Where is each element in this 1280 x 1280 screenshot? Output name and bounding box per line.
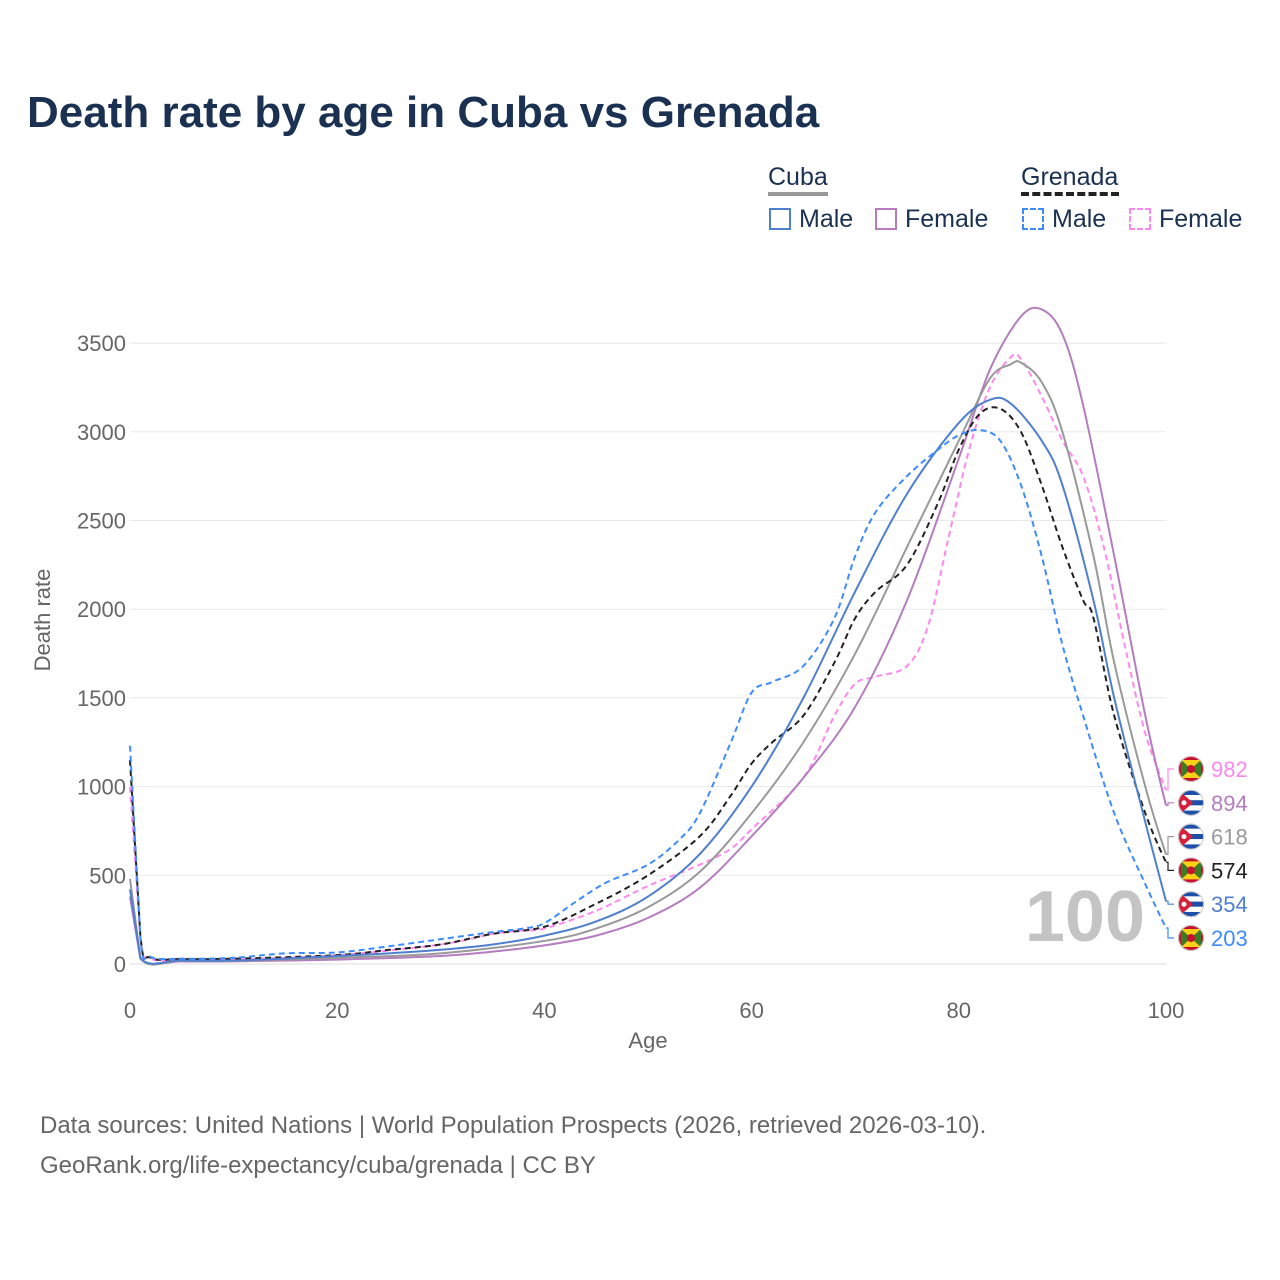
end-label-grenada-total: 574: [1211, 858, 1248, 883]
flag-stripe: [1178, 805, 1204, 811]
legend-cuba-male[interactable]: Male: [799, 205, 854, 233]
x-axis-label: Age: [628, 1028, 667, 1053]
y-tick-label: 3500: [77, 331, 126, 356]
flag-center: [1187, 866, 1195, 875]
flag-green: [1191, 929, 1201, 947]
series-line-cuba-male[interactable]: [129, 396, 1167, 965]
end-label-leader: [1166, 927, 1174, 939]
flag-outline: [1178, 756, 1204, 782]
x-tick-label: 100: [1148, 998, 1185, 1023]
end-label-grenada-male: 203: [1211, 926, 1248, 951]
flag-stripe: [1178, 906, 1204, 912]
end-label-leader: [1166, 835, 1174, 855]
legend-group-grenada: Grenada: [1021, 163, 1119, 191]
legend-cuba-line: [768, 192, 828, 196]
legend-grenada-female-swatch: [1129, 208, 1151, 230]
x-tick-label: 0: [124, 998, 136, 1023]
flag-stripe: [1178, 844, 1204, 850]
flag-green: [1181, 929, 1191, 947]
flag-yellow: [1181, 938, 1201, 947]
end-label-cuba-total: 618: [1211, 825, 1248, 850]
series-line-grenada-female[interactable]: [129, 352, 1167, 962]
end-label-leader: [1166, 768, 1174, 791]
flag-star: [1181, 834, 1187, 840]
source-note: Data sources: United Nations | World Pop…: [40, 1106, 986, 1186]
end-label-cuba-female: 894: [1211, 791, 1248, 816]
flag-stripe: [1178, 789, 1204, 795]
flag-green: [1191, 760, 1201, 778]
y-tick-label: 2500: [77, 509, 126, 534]
x-tick-label: 60: [739, 998, 763, 1023]
flag-green: [1181, 760, 1191, 778]
flag-stripe: [1178, 810, 1204, 816]
series-line-grenada-male[interactable]: [129, 428, 1167, 961]
legend-grenada-male[interactable]: Male: [1052, 205, 1107, 233]
y-tick-label: 3000: [77, 420, 126, 445]
y-tick-label: 1500: [77, 686, 126, 711]
flag-stripe: [1178, 823, 1204, 829]
flag-center: [1187, 934, 1195, 942]
flag-green: [1191, 861, 1201, 880]
flag-green: [1181, 861, 1191, 880]
flag-stripe: [1178, 896, 1204, 902]
page-title: Death rate by age in Cuba vs Grenada: [27, 88, 820, 137]
legend-group-cuba: Cuba: [768, 163, 828, 191]
source-link[interactable]: GeoRank.org/life-expectancy/cuba/grenada…: [40, 1152, 596, 1179]
end-label-leader: [1166, 802, 1174, 807]
flag-yellow: [1181, 769, 1201, 778]
cuba-flag-icon: [1178, 789, 1204, 816]
series-line-cuba-total[interactable]: [129, 360, 1167, 966]
flag-stripe: [1178, 839, 1204, 845]
flag-center: [1187, 765, 1195, 773]
flag-yellow: [1181, 861, 1201, 871]
flag-outline: [1178, 891, 1204, 918]
flag-outline: [1178, 789, 1204, 816]
flag-yellow: [1181, 760, 1201, 769]
flag-yellow: [1181, 929, 1201, 938]
y-tick-label: 0: [114, 952, 126, 977]
flag-stripe: [1178, 795, 1204, 801]
x-tick-label: 80: [947, 998, 971, 1023]
y-tick-label: 500: [89, 863, 126, 888]
end-label-leader: [1166, 900, 1174, 905]
age-watermark: 100: [1025, 877, 1145, 957]
end-label-grenada-female: 982: [1211, 757, 1248, 782]
flag-outline: [1178, 925, 1204, 951]
cuba-flag-icon: [1178, 823, 1204, 850]
legend-cuba-female[interactable]: Female: [905, 205, 989, 233]
series-line-cuba-female[interactable]: [129, 306, 1167, 966]
flag-stripe: [1178, 912, 1204, 918]
flag-outline: [1178, 857, 1204, 884]
series-line-grenada-total[interactable]: [129, 406, 1167, 961]
y-tick-label: 1000: [77, 775, 126, 800]
flag-star: [1181, 901, 1187, 907]
legend-grenada-line: [1021, 192, 1119, 196]
legend-cuba-male-swatch: [769, 208, 791, 230]
flag-outline: [1178, 823, 1204, 850]
y-tick-label: 2000: [77, 597, 126, 622]
flag-star: [1181, 800, 1187, 806]
legend-grenada-male-swatch: [1022, 208, 1044, 230]
legend-grenada-female[interactable]: Female: [1159, 205, 1243, 233]
x-tick-label: 40: [532, 998, 556, 1023]
flag-stripe: [1178, 891, 1204, 897]
x-tick-label: 20: [325, 998, 349, 1023]
flag-yellow: [1181, 870, 1201, 880]
end-label-leader: [1166, 861, 1174, 872]
y-axis-label: Death rate: [30, 569, 55, 672]
flag-stripe: [1178, 828, 1204, 834]
source-line: Data sources: United Nations | World Pop…: [40, 1112, 987, 1139]
legend-cuba-female-swatch: [875, 208, 897, 230]
cuba-flag-icon: [1178, 891, 1204, 918]
end-label-cuba-male: 354: [1211, 892, 1248, 917]
